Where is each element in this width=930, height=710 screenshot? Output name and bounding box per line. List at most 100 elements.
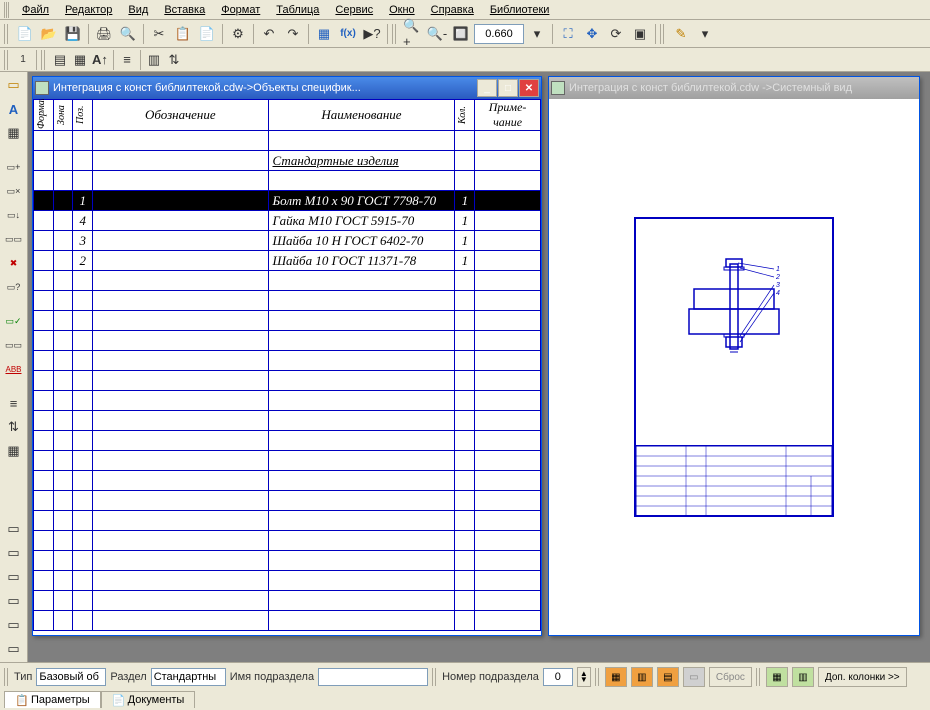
paste-icon[interactable]: 📄 xyxy=(196,23,218,45)
copy-icon[interactable]: 📋 xyxy=(172,23,194,45)
table-row[interactable] xyxy=(34,391,541,411)
table-row[interactable] xyxy=(34,291,541,311)
tool-14-icon[interactable]: ▭ xyxy=(3,566,25,588)
menu-file[interactable]: Файл xyxy=(14,2,57,18)
tool-5-icon[interactable]: ✖ xyxy=(3,252,25,274)
print-icon[interactable]: 🖨 xyxy=(93,23,115,45)
tool-3-icon[interactable]: ▭↓ xyxy=(3,204,25,226)
table-row[interactable] xyxy=(34,271,541,291)
brush-icon[interactable]: ✎ xyxy=(670,23,692,45)
preview-icon[interactable]: 🔍 xyxy=(117,23,139,45)
fx-icon[interactable]: f(x) xyxy=(337,23,359,45)
table-row[interactable] xyxy=(34,411,541,431)
table-row[interactable] xyxy=(34,331,541,351)
btn-orange-1[interactable]: ▦ xyxy=(605,667,627,687)
menu-libraries[interactable]: Библиотеки xyxy=(482,2,558,18)
tool-abc-icon[interactable]: ABB xyxy=(3,358,25,380)
zoom-in-icon[interactable]: 🔍+ xyxy=(402,23,424,45)
section-row[interactable]: Стандартные изделия xyxy=(34,151,541,171)
table-row[interactable]: 3 Шайба 10 Н ГОСТ 6402-701 xyxy=(34,231,541,251)
table-row[interactable]: 4 Гайка М10 ГОСТ 5915-701 xyxy=(34,211,541,231)
tool-spec-icon[interactable]: ▭ xyxy=(3,74,25,96)
tool-13-icon[interactable]: ▭ xyxy=(3,542,25,564)
table-row[interactable] xyxy=(34,551,541,571)
table-row[interactable] xyxy=(34,531,541,551)
table-row[interactable] xyxy=(34,591,541,611)
type-input[interactable] xyxy=(36,668,106,686)
menu-table[interactable]: Таблица xyxy=(268,2,327,18)
menu-insert[interactable]: Вставка xyxy=(156,2,213,18)
tool-8-icon[interactable]: ▭▭ xyxy=(3,334,25,356)
spec-icon[interactable]: ▥ xyxy=(145,51,163,69)
new-icon[interactable]: 📄 xyxy=(14,23,36,45)
tool-10-icon[interactable]: ⇅ xyxy=(3,416,25,438)
grid-icon[interactable]: ▦ xyxy=(313,23,335,45)
tree-icon[interactable]: ▦ xyxy=(71,51,89,69)
tool-1-icon[interactable]: ▭+ xyxy=(3,156,25,178)
menu-service[interactable]: Сервис xyxy=(327,2,381,18)
reset-button[interactable]: Сброс xyxy=(709,667,752,687)
menu-help[interactable]: Справка xyxy=(423,2,482,18)
extra-cols-button[interactable]: Доп. колонки >> xyxy=(818,667,907,687)
subname-input[interactable] xyxy=(318,668,428,686)
undo-icon[interactable]: ↶ xyxy=(258,23,280,45)
pan-icon[interactable]: ✥ xyxy=(581,23,603,45)
tool-11-icon[interactable]: ▦ xyxy=(3,440,25,462)
redo-icon[interactable]: ↷ xyxy=(282,23,304,45)
fit-icon[interactable]: ⛶ xyxy=(557,23,579,45)
tool-16-icon[interactable]: ▭ xyxy=(3,614,25,636)
tab-docs[interactable]: 📄 Документы xyxy=(101,691,196,708)
open-icon[interactable]: 📂 xyxy=(38,23,60,45)
table-row[interactable] xyxy=(34,611,541,631)
tool-4-icon[interactable]: ▭▭ xyxy=(3,228,25,250)
table-row[interactable] xyxy=(34,511,541,531)
props-icon[interactable]: ⚙ xyxy=(227,23,249,45)
btn-green-1[interactable]: ▦ xyxy=(766,667,788,687)
tool-text-icon[interactable]: A xyxy=(3,98,25,120)
tool-9-icon[interactable]: ≡ xyxy=(3,392,25,414)
view-all-icon[interactable]: ▣ xyxy=(629,23,651,45)
refresh-icon[interactable]: ⟳ xyxy=(605,23,627,45)
table-row[interactable] xyxy=(34,471,541,491)
table-row[interactable] xyxy=(34,451,541,471)
layers-icon[interactable]: ▤ xyxy=(51,51,69,69)
tool-6-icon[interactable]: ▭? xyxy=(3,276,25,298)
align-icon[interactable]: ≡ xyxy=(118,51,136,69)
maximize-button[interactable]: □ xyxy=(498,79,518,97)
spec-titlebar[interactable]: Интеграция с конст библилтекой.cdw->Объе… xyxy=(33,77,541,99)
tool-table-icon[interactable]: ▦ xyxy=(3,122,25,144)
table-row[interactable] xyxy=(34,351,541,371)
btn-orange-2[interactable]: ▥ xyxy=(631,667,653,687)
table-row[interactable]: 2 Шайба 10 ГОСТ 11371-781 xyxy=(34,251,541,271)
tool-15-icon[interactable]: ▭ xyxy=(3,590,25,612)
table-row[interactable]: 1 Болт М10 x 90 ГОСТ 7798-701 xyxy=(34,191,541,211)
tool-7-icon[interactable]: ▭✓ xyxy=(3,310,25,332)
zoom-out-icon[interactable]: 🔍- xyxy=(426,23,448,45)
subnum-input[interactable] xyxy=(543,668,573,686)
btn-green-2[interactable]: ▥ xyxy=(792,667,814,687)
table-row[interactable] xyxy=(34,571,541,591)
help-icon[interactable]: ▶? xyxy=(361,23,383,45)
spinner-icon[interactable]: ▲▼ xyxy=(577,667,591,687)
btn-a[interactable]: 1 xyxy=(14,51,32,69)
tool-12-icon[interactable]: ▭ xyxy=(3,518,25,540)
table-row[interactable] xyxy=(34,371,541,391)
save-icon[interactable]: 💾 xyxy=(62,23,84,45)
zoom-input[interactable] xyxy=(474,24,524,44)
close-button[interactable]: ✕ xyxy=(519,79,539,97)
table-row[interactable] xyxy=(34,171,541,191)
minimize-button[interactable]: _ xyxy=(477,79,497,97)
sort-icon[interactable]: ⇅ xyxy=(165,51,183,69)
menu-view[interactable]: Вид xyxy=(120,2,156,18)
table-row[interactable] xyxy=(34,431,541,451)
menu-window[interactable]: Окно xyxy=(381,2,423,18)
section-input[interactable] xyxy=(151,668,226,686)
menu-format[interactable]: Формат xyxy=(213,2,268,18)
btn-orange-3[interactable]: ▤ xyxy=(657,667,679,687)
tool-17-icon[interactable]: ▭ xyxy=(3,638,25,660)
zoom-window-icon[interactable]: 🔲 xyxy=(450,23,472,45)
table-row[interactable] xyxy=(34,491,541,511)
cut-icon[interactable]: ✂ xyxy=(148,23,170,45)
tab-params[interactable]: 📋 Параметры xyxy=(4,691,101,708)
table-row[interactable] xyxy=(34,131,541,151)
